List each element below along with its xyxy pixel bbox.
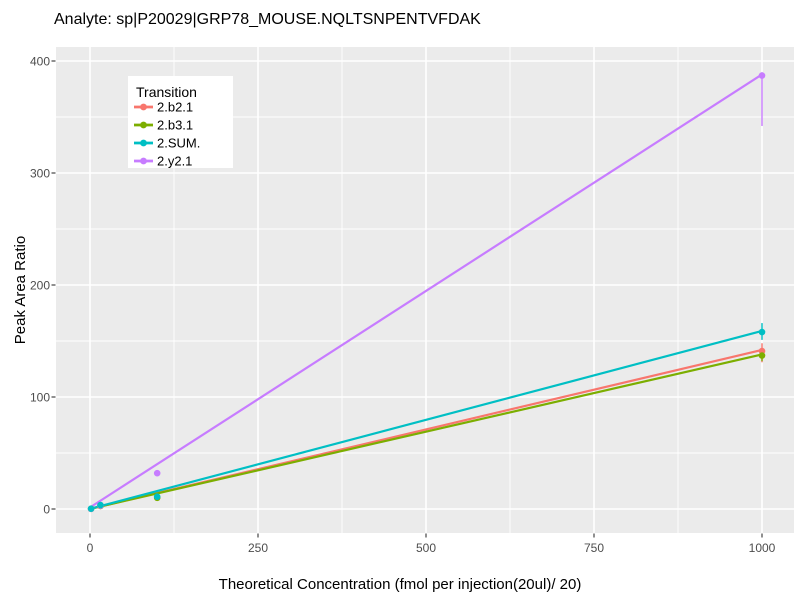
data-point-2.y2.1 <box>758 72 766 79</box>
y-tick-label: 400 <box>30 54 50 68</box>
legend-item-label: 2.b3.1 <box>157 118 193 133</box>
data-points <box>87 72 766 513</box>
plot-title: Analyte: sp|P20029|GRP78_MOUSE.NQLTSNPEN… <box>54 11 481 28</box>
y-tick-label: 300 <box>30 166 50 180</box>
legend-title: Transition <box>136 84 197 100</box>
legend-item-label: 2.SUM. <box>157 136 200 151</box>
legend-background <box>128 76 233 168</box>
legend-key-dot <box>140 103 147 111</box>
data-point-2.SUM. <box>758 328 766 336</box>
x-tick-label: 500 <box>416 541 436 555</box>
major-gridlines <box>56 47 794 533</box>
regression-lines <box>89 73 764 510</box>
x-tick-label: 0 <box>87 541 94 555</box>
x-axis-title: Theoretical Concentration (fmol per inje… <box>219 576 582 593</box>
data-point-2.b3.1 <box>758 352 766 359</box>
legend-key-dot <box>140 157 147 165</box>
legend-item: 2.SUM. <box>134 136 200 151</box>
x-tick-label: 1000 <box>749 541 776 555</box>
data-point-2.SUM. <box>153 493 161 500</box>
legend-item: 2.b3.1 <box>134 118 193 133</box>
x-axis-tick-labels: 0 250 500 750 1000 <box>87 541 776 555</box>
y-tick-label: 200 <box>30 278 50 292</box>
y-tick-label: 0 <box>43 502 50 516</box>
legend-item-label: 2.b2.1 <box>157 100 193 115</box>
legend: Transition 2.b2.1 2.b3.1 2.SUM. 2.y2.1 <box>128 76 233 169</box>
data-point-2.SUM. <box>87 505 95 512</box>
legend-item: 2.b2.1 <box>134 100 193 115</box>
legend-key-dot <box>140 121 147 129</box>
legend-key-dot <box>140 139 147 147</box>
data-point-2.SUM. <box>97 501 104 509</box>
x-tick-label: 250 <box>248 541 268 555</box>
legend-item: 2.y2.1 <box>134 154 192 169</box>
x-tick-label: 750 <box>584 541 604 555</box>
y-axis-title: Peak Area Ratio <box>12 236 29 344</box>
series-line-2.y2.1 <box>89 73 764 508</box>
data-point-2.y2.1 <box>153 469 161 477</box>
legend-item-label: 2.y2.1 <box>157 154 192 169</box>
y-tick-label: 100 <box>30 390 50 404</box>
series-line-2.b3.1 <box>89 353 764 510</box>
y-axis-tick-labels: 0 100 200 300 400 <box>30 54 50 516</box>
series-line-2.SUM. <box>89 329 764 510</box>
axis-tick-marks <box>51 60 763 538</box>
